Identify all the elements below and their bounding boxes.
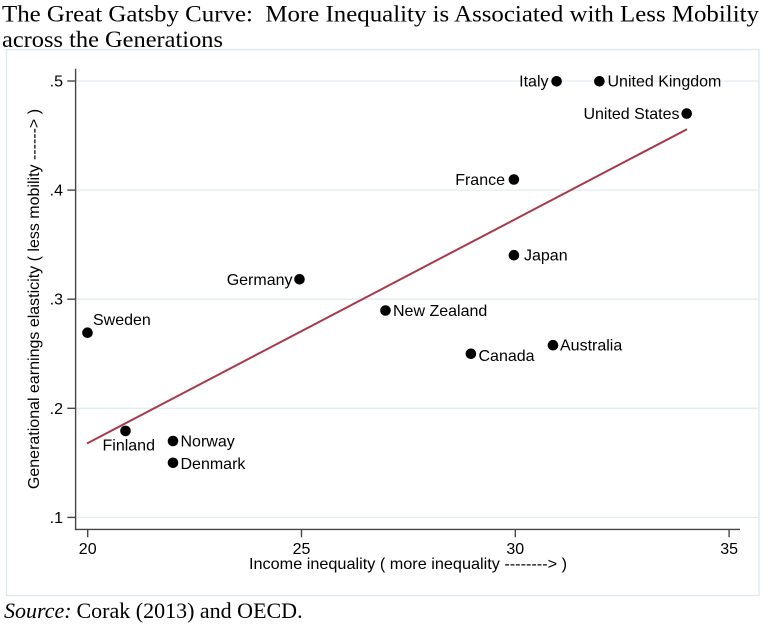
svg-text:Generational earnings elastici: Generational earnings elasticity ( less …	[26, 109, 43, 489]
svg-text:New Zealand: New Zealand	[393, 303, 487, 320]
svg-text:France: France	[455, 172, 505, 189]
svg-text:.2: .2	[50, 401, 63, 418]
svg-text:.1: .1	[50, 510, 63, 527]
svg-text:20: 20	[79, 541, 97, 558]
svg-text:25: 25	[293, 541, 311, 558]
svg-text:Germany: Germany	[227, 272, 293, 289]
svg-text:Income inequality ( more inequ: Income inequality ( more inequality ----…	[249, 556, 567, 573]
svg-text:35: 35	[720, 541, 738, 558]
svg-text:Finland: Finland	[103, 438, 155, 455]
svg-text:Source:Corak (2013) and OECD.: Source: Corak (2013) and OECD.	[4, 598, 303, 623]
svg-text:Sweden: Sweden	[93, 312, 151, 329]
svg-text:.3: .3	[50, 292, 63, 309]
svg-text:across the Generations: across the Generations	[2, 27, 223, 52]
svg-text:Japan: Japan	[524, 248, 568, 265]
svg-text:.4: .4	[50, 183, 63, 200]
svg-text:30: 30	[506, 541, 524, 558]
svg-text:Denmark: Denmark	[181, 456, 247, 473]
svg-text:United States: United States	[583, 106, 679, 123]
svg-text:Norway: Norway	[181, 434, 235, 451]
svg-text:Australia: Australia	[560, 338, 622, 355]
svg-text:United Kingdom: United Kingdom	[608, 74, 722, 91]
svg-text:.5: .5	[50, 74, 63, 91]
svg-text:Canada: Canada	[479, 348, 535, 365]
svg-text:Italy: Italy	[519, 74, 548, 91]
svg-text:The Great Gatsby Curve: More: The Great Gatsby Curve: More Inequality …	[2, 2, 760, 27]
